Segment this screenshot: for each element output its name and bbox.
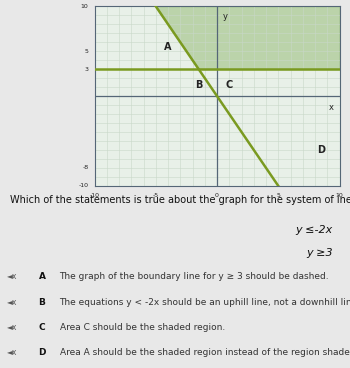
Text: A: A [164,42,172,52]
Text: D: D [38,348,46,357]
Text: The equations y < -2x should be an uphill line, not a downhill line.: The equations y < -2x should be an uphil… [60,298,350,307]
Text: 5: 5 [276,193,280,198]
Text: -10: -10 [90,193,99,198]
Text: The graph of the boundary line for y ≥ 3 should be dashed.: The graph of the boundary line for y ≥ 3… [60,272,329,281]
Text: ◄x: ◄x [7,298,18,307]
Text: ◄x: ◄x [7,323,18,332]
Text: A: A [38,272,46,281]
Text: Area A should be the shaded region instead of the region shaded on the graph.: Area A should be the shaded region inste… [60,348,350,357]
Text: -8: -8 [82,165,88,170]
Text: y: y [223,12,228,21]
Text: C: C [226,80,233,90]
Text: ◄x: ◄x [7,348,18,357]
Text: 0: 0 [215,193,219,198]
Text: B: B [38,298,46,307]
Text: ◄x: ◄x [7,272,18,281]
Text: 10: 10 [80,4,88,9]
Text: -5: -5 [153,193,159,198]
Text: y ≥3: y ≥3 [306,248,332,258]
Text: 10: 10 [336,193,343,198]
Text: x: x [328,103,333,112]
Text: B: B [195,80,202,90]
Text: y ≤-2x: y ≤-2x [295,225,332,235]
Text: 3: 3 [84,67,88,72]
Text: D: D [317,145,325,155]
Text: Area C should be the shaded region.: Area C should be the shaded region. [60,323,225,332]
Text: C: C [38,323,45,332]
Text: -10: -10 [78,183,88,188]
Text: 5: 5 [84,49,88,54]
Text: Which of the statements is true about the graph for the system of inequalities?: Which of the statements is true about th… [10,195,350,205]
